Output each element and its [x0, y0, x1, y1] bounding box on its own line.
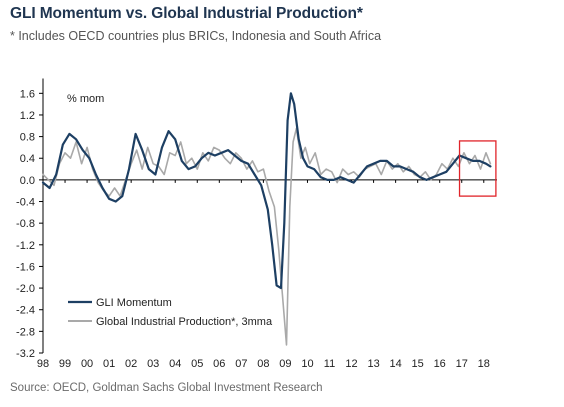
x-tick-label: 16 [434, 358, 446, 370]
y-tick-label: -2.8 [16, 326, 35, 338]
x-tick-label: 14 [389, 358, 401, 370]
x-tick-label: 07 [235, 358, 247, 370]
y-tick-label: -3.2 [16, 348, 35, 360]
chart-subtitle: * Includes OECD countries plus BRICs, In… [10, 29, 382, 43]
x-tick-group: 98 99 00 01 02 03 04 05 06 07 08 09 10 11 12 13 14 15 16 17… [37, 179, 490, 370]
y-tick-group: 1.6 1.2 0.8 0.4 0.0 -0.4 -0.8 -1.2 -1.6 -2.0 -2.4 -… [16, 88, 43, 360]
y-tick-label: 1.2 [20, 110, 35, 122]
y-tick-label: -1.6 [16, 261, 35, 273]
legend: GLI Momentum Global Industrial Productio… [68, 297, 273, 328]
x-tick-label: 17 [456, 358, 468, 370]
series-group [41, 92, 492, 346]
legend-label-gli-momentum: GLI Momentum [96, 297, 172, 309]
x-tick-label: 00 [81, 358, 93, 370]
x-tick-label: 99 [59, 358, 71, 370]
x-tick-label: 02 [125, 358, 137, 370]
x-tick-label: 15 [412, 358, 424, 370]
x-tick-label: 08 [257, 358, 269, 370]
x-tick-label: 05 [191, 358, 203, 370]
x-tick-label: 09 [279, 358, 291, 370]
y-tick-label: -0.8 [16, 218, 35, 230]
y-tick-label: -2.0 [16, 283, 35, 295]
highlight-box [458, 140, 497, 197]
y-tick-label: 1.6 [20, 88, 35, 100]
x-tick-label: 04 [169, 358, 181, 370]
y-tick-label: 0.8 [20, 132, 35, 144]
x-tick-label: 03 [147, 358, 159, 370]
series-line-global-industrial-production [42, 127, 492, 346]
y-tick-label: 0.0 [20, 175, 35, 187]
x-tick-label: 12 [345, 358, 357, 370]
series-line-gli-momentum [41, 92, 492, 290]
unit-label: % mom [67, 93, 104, 105]
x-tick-label: 13 [367, 358, 379, 370]
x-tick-label: 01 [103, 358, 115, 370]
x-tick-label: 06 [213, 358, 225, 370]
legend-label-global-industrial-production: Global Industrial Production*, 3mma [96, 316, 273, 328]
y-tick-label: -0.4 [16, 197, 35, 209]
source-note: Source: OECD, Goldman Sachs Global Inves… [10, 382, 323, 394]
y-tick-label: 0.4 [20, 153, 35, 165]
x-tick-label: 18 [478, 358, 490, 370]
chart-title: GLI Momentum vs. Global Industrial Produ… [10, 5, 363, 22]
y-tick-label: -2.4 [16, 305, 35, 317]
x-axis: 98 99 00 01 02 03 04 05 06 07 08 09 10 11 12 13 14 15 16 17… [37, 179, 497, 370]
y-axis: 1.6 1.2 0.8 0.4 0.0 -0.4 -0.8 -1.2 -1.6 -2.0 -2.4 -… [16, 78, 44, 360]
x-tick-label: 98 [37, 358, 49, 370]
x-tick-label: 11 [324, 358, 335, 370]
x-tick-label: 10 [301, 358, 313, 370]
y-tick-label: -1.2 [16, 240, 35, 252]
